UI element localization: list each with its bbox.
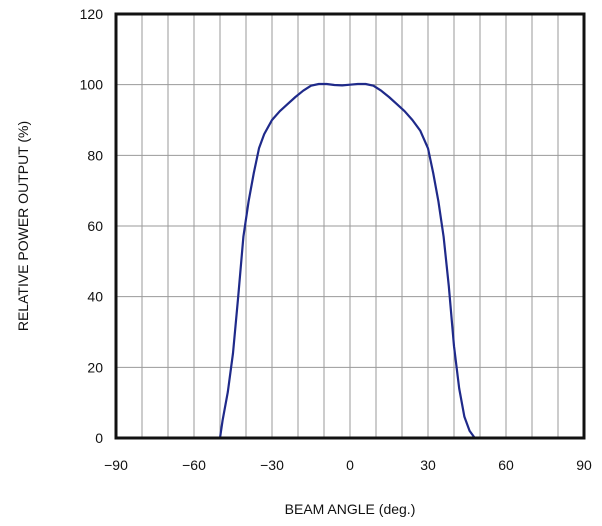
x-axis-title: BEAM ANGLE (deg.) xyxy=(285,501,416,517)
series-layer xyxy=(114,82,586,440)
y-axis-title: RELATIVE POWER OUTPUT (%) xyxy=(15,121,31,331)
y-tick-label: 20 xyxy=(87,359,103,375)
x-tick-label: 30 xyxy=(420,457,436,473)
x-tick-label: 0 xyxy=(346,457,354,473)
x-tick-label: −30 xyxy=(260,457,284,473)
y-tick-labels: 0 20 40 60 80 100 120 xyxy=(80,6,104,446)
x-tick-labels: −90 −60 −30 0 30 60 90 xyxy=(104,457,592,473)
y-tick-label: 60 xyxy=(87,218,103,234)
y-tick-label: 100 xyxy=(80,77,104,93)
x-tick-label: 90 xyxy=(576,457,592,473)
y-tick-label: 0 xyxy=(95,430,103,446)
x-tick-label: −90 xyxy=(104,457,128,473)
x-tick-label: −60 xyxy=(182,457,206,473)
x-tick-label: 60 xyxy=(498,457,514,473)
plot-frame xyxy=(114,12,586,440)
grid xyxy=(116,14,584,438)
y-tick-label: 40 xyxy=(87,289,103,305)
y-tick-label: 120 xyxy=(80,6,104,22)
y-tick-label: 80 xyxy=(87,147,103,163)
series-line xyxy=(114,82,586,440)
